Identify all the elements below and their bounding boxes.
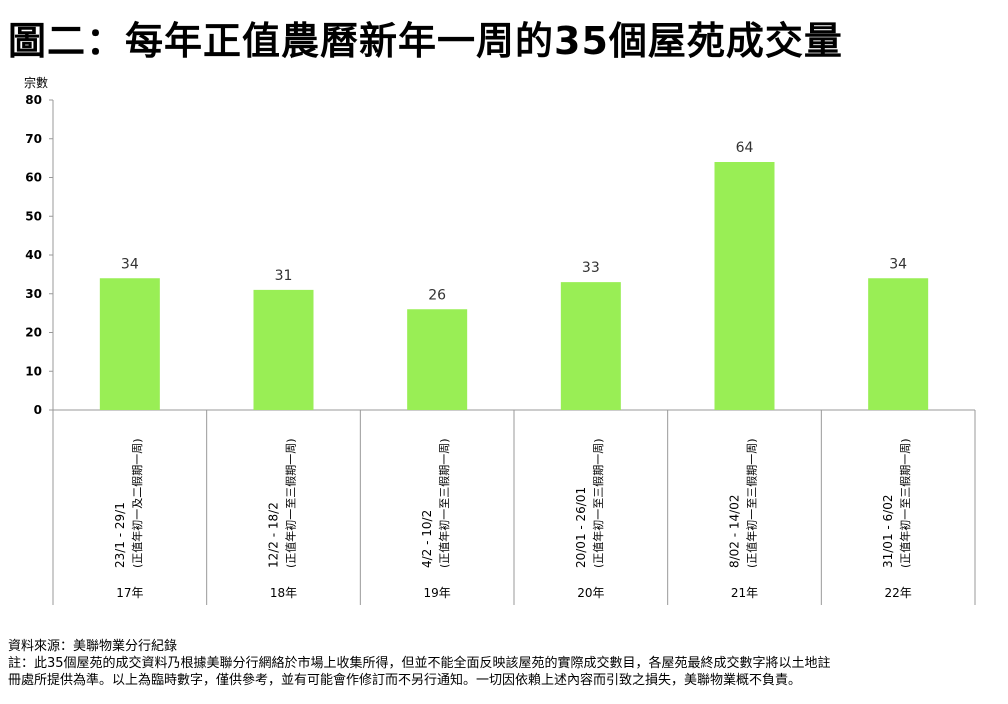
bar [407, 309, 468, 410]
period-note-label: (正值年初一至三假期一周) [591, 438, 605, 568]
year-label: 17年 [116, 586, 143, 600]
data-label: 64 [736, 140, 754, 156]
period-note-label: (正值年初一及二假期一周) [130, 438, 144, 568]
category-label-group: 20/01 - 26/01 (正值年初一至三假期一周) [574, 438, 605, 568]
source-note: 資料來源：美聯物業分行紀錄 [8, 639, 178, 654]
period-note-label: (正值年初一至三假期一周) [284, 438, 298, 568]
y-tick-label: 20 [25, 326, 42, 340]
bar [868, 278, 929, 410]
year-label: 19年 [424, 586, 451, 600]
data-label: 33 [582, 260, 600, 276]
period-note-label: (正值年初一至三假期一周) [745, 438, 759, 568]
period-note-label: (正值年初一至三假期一周) [898, 438, 912, 568]
y-tick-label: 70 [25, 132, 42, 146]
year-label: 21年 [731, 586, 758, 600]
period-note-label: (正值年初一至三假期一周) [437, 438, 451, 568]
disclaimer-line-1: 註：此35個屋苑的成交資料乃根據美聯分行網絡於市場上收集所得，但並不能全面反映該… [8, 656, 831, 671]
category-label-group: 31/01 - 6/02 (正值年初一至三假期一周) [881, 438, 912, 568]
footer: 資料來源：美聯物業分行紀錄 註：此35個屋苑的成交資料乃根據美聯分行網絡於市場上… [8, 638, 1003, 689]
date-range-label: 23/1 - 29/1 [113, 502, 127, 568]
category-label-group: 4/2 - 10/2 (正值年初一至三假期一周) [420, 438, 451, 568]
y-tick-label: 60 [25, 171, 42, 185]
category-label-group: 12/2 - 18/2 (正值年初一至三假期一周) [267, 438, 298, 568]
year-label: 20年 [577, 586, 604, 600]
date-range-label: 4/2 - 10/2 [420, 510, 434, 568]
bar [560, 282, 621, 410]
page-title: 圖二：每年正值農曆新年一周的35個屋苑成交量 [8, 19, 843, 63]
y-tick-label: 50 [25, 209, 42, 223]
y-tick-label: 10 [25, 364, 42, 378]
bar [714, 162, 775, 410]
disclaimer-line-2: 冊處所提供為準。以上為臨時數字，僅供參考，並有可能會作修訂而不另行通知。一切因依… [8, 673, 802, 688]
data-label: 26 [428, 287, 446, 303]
date-range-label: 12/2 - 18/2 [267, 502, 281, 568]
data-label: 34 [889, 256, 907, 272]
bar-chart: 宗數 0 10 20 30 40 50 60 70 80 34 31 26 33 64 34 23/1 -… [24, 75, 976, 605]
y-tick-label: 30 [25, 287, 42, 301]
year-label: 22年 [885, 586, 912, 600]
y-tick-label: 0 [34, 403, 42, 417]
date-range-label: 8/02 - 14/02 [728, 495, 742, 569]
bar [99, 278, 160, 410]
data-label: 34 [121, 256, 139, 272]
y-axis-label: 宗數 [24, 75, 48, 90]
y-tick-label: 40 [25, 248, 42, 262]
bar [253, 289, 314, 410]
date-range-label: 20/01 - 26/01 [574, 487, 588, 568]
category-label-group: 23/1 - 29/1 (正值年初一及二假期一周) [113, 438, 144, 568]
date-range-label: 31/01 - 6/02 [881, 495, 895, 569]
year-label: 18年 [270, 586, 297, 600]
category-label-group: 8/02 - 14/02 (正值年初一至三假期一周) [728, 438, 759, 568]
data-label: 31 [275, 268, 293, 284]
y-tick-label: 80 [25, 93, 42, 107]
